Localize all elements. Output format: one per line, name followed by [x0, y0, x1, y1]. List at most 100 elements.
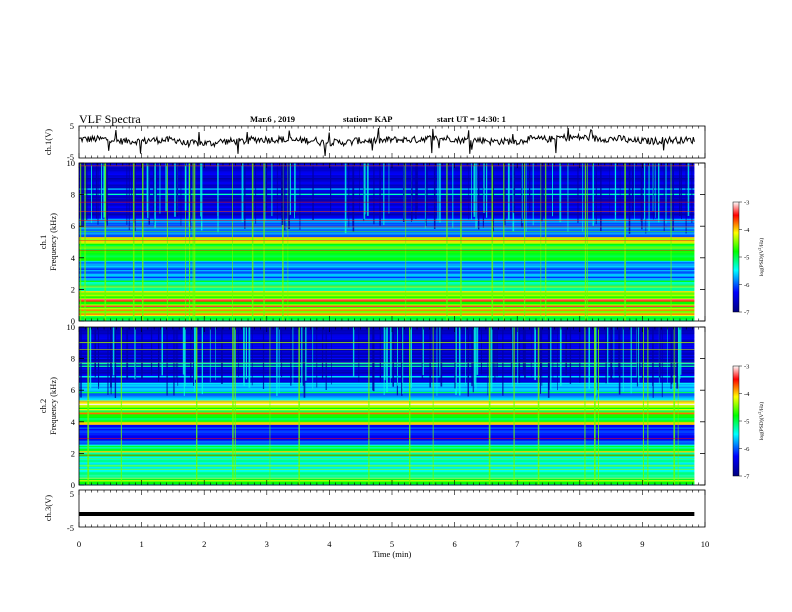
- spectrogram-streak: [619, 163, 621, 215]
- spectrogram-streak: [642, 327, 644, 485]
- spectrogram-streak: [679, 163, 681, 216]
- frequency-tick-label: 6: [71, 221, 75, 231]
- spectrogram-row: [79, 313, 695, 315]
- spectrogram-row: [79, 209, 695, 211]
- spectrogram-streak: [141, 327, 143, 379]
- spectrogram-row: [79, 213, 695, 215]
- spectrogram-tone: [79, 400, 695, 401]
- spectrogram-streak: [183, 327, 185, 396]
- spectrogram-tone: [79, 201, 695, 203]
- spectrogram-tone: [79, 226, 695, 228]
- spectrogram-streak: [159, 163, 161, 214]
- spectrogram-streak: [557, 327, 558, 391]
- spectrogram-streak: [507, 163, 510, 220]
- spectrogram-streak: [232, 327, 234, 485]
- spectrogram-row: [79, 236, 695, 239]
- spectrogram-row: [79, 176, 695, 178]
- spectrogram-streak: [672, 163, 674, 231]
- spectrogram-row: [79, 244, 695, 247]
- spectrogram-tone: [79, 411, 695, 413]
- spectrogram-row: [79, 311, 695, 314]
- colorbar-tick-label: -7: [744, 474, 750, 481]
- time-tick-label: 4: [327, 539, 332, 549]
- spectrogram-row: [79, 230, 695, 232]
- spectrogram-streak: [541, 327, 543, 386]
- frequency-tick-label: 6: [71, 385, 75, 395]
- spectrogram-streak: [248, 327, 251, 388]
- time-tick-label: 2: [202, 539, 206, 549]
- spectrogram-row: [79, 288, 695, 290]
- spectrogram-streak: [415, 163, 417, 220]
- spectrogram-streak: [192, 163, 194, 321]
- spectrogram-streak: [388, 163, 390, 214]
- spectrogram-row: [79, 243, 695, 246]
- spectrogram-streak: [301, 327, 303, 387]
- frequency-tick-label: 8: [71, 190, 75, 200]
- spectrogram-row: [79, 305, 695, 307]
- spectrogram-row: [79, 195, 695, 198]
- spectrogram-streak: [639, 327, 641, 376]
- spectrogram-streak: [244, 163, 246, 229]
- spectrogram-streak: [577, 163, 579, 223]
- spectrogram-row: [79, 190, 695, 193]
- spectrogram-streak: [264, 163, 266, 222]
- spectrogram-streak: [550, 327, 552, 390]
- spectrogram-row: [79, 242, 695, 244]
- spectrogram-streak: [276, 163, 278, 220]
- spectrogram-row: [79, 281, 695, 284]
- spectrogram-streak: [284, 163, 286, 231]
- spectrogram-streak: [148, 163, 150, 225]
- spectrogram-streak: [174, 163, 176, 217]
- spectrogram-streak: [263, 163, 265, 321]
- spectrogram-streak: [94, 327, 96, 376]
- spectrogram-row: [79, 421, 695, 424]
- spectrogram-row: [79, 407, 695, 410]
- spectrogram-row: [79, 256, 695, 259]
- spectrogram-streak: [321, 327, 324, 380]
- spectrogram-streak: [190, 327, 192, 383]
- ch3-waveform-frame: [78, 489, 706, 528]
- ch3-waveform-panel: 5 -5 ch.3(V): [43, 489, 706, 533]
- spectrogram-tone: [79, 165, 695, 167]
- spectrogram-streak: [184, 327, 186, 387]
- spectrogram-streak: [510, 327, 513, 376]
- spectrogram-streak: [193, 327, 195, 392]
- ch2-colorbar: -3 -4 -5 -6 -7 log(PSD)(V2/Hz): [732, 364, 765, 481]
- spectrogram-tone: [79, 311, 695, 313]
- spectrogram-streak: [530, 327, 532, 377]
- spectrogram-streak: [504, 163, 506, 226]
- spectrogram-streak: [681, 163, 682, 220]
- spectrogram-row: [79, 248, 695, 251]
- spectrogram-tone: [79, 220, 695, 221]
- spectrogram-streak: [282, 163, 284, 321]
- spectrogram-streak: [494, 327, 496, 381]
- spectrogram-streak: [454, 327, 456, 389]
- spectrogram-streak: [372, 327, 374, 391]
- spectrogram-row: [79, 318, 695, 321]
- spectrogram-tone: [79, 249, 695, 251]
- spectrogram-row: [79, 197, 695, 199]
- spectrogram-row: [79, 163, 695, 165]
- spectrogram-row: [79, 470, 695, 473]
- spectrogram-streak: [613, 327, 615, 379]
- spectrogram-streak: [569, 327, 572, 384]
- spectrogram-streak: [104, 163, 107, 321]
- spectrogram-row: [79, 261, 695, 264]
- spectrogram-streak: [628, 163, 631, 234]
- spectrogram-streak: [330, 163, 332, 212]
- spectrogram-streak: [517, 327, 519, 385]
- spectrogram-streak: [422, 327, 424, 376]
- spectrogram-streak: [403, 163, 405, 222]
- spectrogram-row: [79, 191, 695, 194]
- spectrogram-streak: [512, 163, 515, 232]
- spectrogram-streak: [658, 327, 661, 378]
- spectrogram-streak: [652, 327, 653, 387]
- spectrogram-row: [79, 424, 695, 427]
- spectrogram-row: [79, 479, 695, 482]
- spectrogram-streak: [165, 163, 167, 212]
- spectrogram-tone: [79, 240, 695, 241]
- spectrogram-streak: [567, 163, 569, 232]
- frequency-tick-label: 10: [67, 322, 76, 332]
- spectrogram-row: [79, 181, 695, 184]
- spectrogram-streak: [131, 163, 132, 211]
